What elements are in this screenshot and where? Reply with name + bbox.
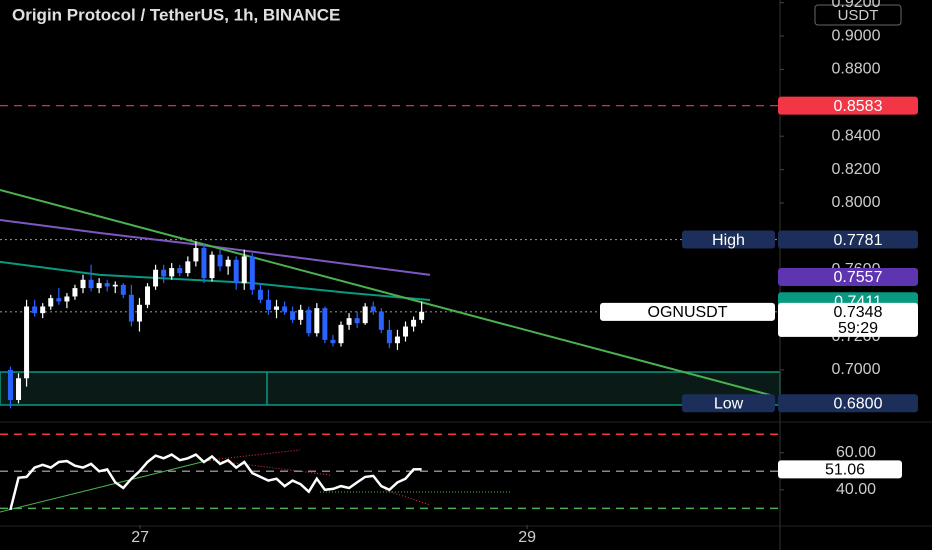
currency: USDT <box>838 7 879 24</box>
price-label-box <box>778 302 918 337</box>
rsi-value-box <box>778 460 902 479</box>
candle-body <box>419 311 425 320</box>
price-label: 0.7348 <box>834 304 883 321</box>
x-tick-label: 27 <box>131 529 149 546</box>
candle-body <box>314 308 320 334</box>
candle-body <box>362 306 368 324</box>
price-label: 0.7781 <box>834 232 883 249</box>
candle-body <box>72 288 78 297</box>
y-tick-label: 0.7000 <box>832 361 881 378</box>
candle-body <box>169 268 175 277</box>
price-label: 0.6800 <box>834 396 883 413</box>
candle-body <box>56 298 62 302</box>
candle-body <box>274 306 280 310</box>
y-tick-label: 0.8800 <box>832 61 881 78</box>
divergence-line <box>0 459 211 513</box>
candle-body <box>346 318 352 325</box>
rsi-tick-label: 60.00 <box>836 444 876 461</box>
candle-body <box>306 309 312 334</box>
candle-body <box>241 256 247 284</box>
candle-body <box>354 318 360 324</box>
candle-body <box>322 308 328 340</box>
name-label: Low <box>714 396 744 413</box>
candle-body <box>217 254 223 267</box>
plot <box>0 105 780 511</box>
candle-body <box>88 279 94 289</box>
candle-body <box>370 306 376 312</box>
divergence-line <box>209 459 331 476</box>
y-tick-label: 0.9000 <box>832 27 881 44</box>
candle-body <box>209 254 215 279</box>
candle-body <box>338 324 344 344</box>
candle-body <box>298 309 304 320</box>
y-tick-label: 0.8200 <box>832 161 881 178</box>
candle-body <box>290 311 296 320</box>
x-tick-label: 29 <box>518 529 536 546</box>
candle-body <box>153 269 159 287</box>
name-label-box <box>682 230 775 249</box>
price-label: 0.7557 <box>834 269 883 286</box>
candle-body <box>282 306 288 312</box>
name-label: OGNUSDT <box>648 304 728 321</box>
candle-body <box>394 336 400 344</box>
indicator-line <box>0 219 431 276</box>
indicator-line <box>0 189 771 396</box>
candle-body <box>48 298 54 307</box>
candle-body <box>225 259 231 267</box>
price-label-box <box>778 230 918 249</box>
candle-body <box>265 299 271 310</box>
candle-body <box>120 284 126 295</box>
divergence-line <box>384 489 431 506</box>
candle-body <box>40 306 46 314</box>
candle-body <box>80 279 86 289</box>
range-box <box>0 371 781 406</box>
candle-body <box>185 261 191 274</box>
rsi-line <box>9 453 422 511</box>
price-label-box <box>778 394 918 413</box>
chart-title: Origin Protocol / TetherUS, 1h, BINANCE <box>12 5 340 24</box>
candle-body <box>136 304 142 322</box>
candle-body <box>112 284 118 287</box>
candle-body <box>145 286 151 305</box>
candle-body <box>161 269 167 277</box>
candle-body <box>386 329 392 344</box>
y-tick-label: 0.9200 <box>832 0 881 11</box>
price-label: 0.8583 <box>834 98 883 115</box>
candle-body <box>16 378 22 400</box>
countdown: 59:29 <box>838 320 878 337</box>
currency-box <box>814 4 902 26</box>
candle-body <box>177 268 183 274</box>
candle-body <box>403 326 409 337</box>
candle-body <box>32 306 38 314</box>
name-label-box <box>600 302 775 321</box>
candle-body <box>378 311 384 330</box>
candle-body <box>233 259 239 284</box>
candle-body <box>257 289 263 300</box>
candle-body <box>128 294 134 322</box>
y-tick-label: 0.8400 <box>832 127 881 144</box>
indicator-line <box>0 260 431 301</box>
name-label: High <box>712 232 745 249</box>
candle-body <box>193 248 199 262</box>
candle-body <box>104 283 110 287</box>
y-tick-label: 0.8000 <box>832 194 881 211</box>
candle-body <box>330 339 336 344</box>
divergence-line <box>209 449 301 461</box>
candle-body <box>64 296 70 302</box>
price-label-box <box>778 96 918 115</box>
candle-body <box>96 283 102 289</box>
candle-body <box>7 369 13 400</box>
rsi-tick-label: 40.00 <box>836 481 876 498</box>
candle-body <box>249 256 255 290</box>
candle-body <box>411 319 417 327</box>
price-label-box <box>778 267 918 286</box>
rsi-value: 51.06 <box>825 462 865 479</box>
candle-body <box>201 248 207 279</box>
candle-body <box>24 306 30 379</box>
name-label-box <box>682 394 775 413</box>
